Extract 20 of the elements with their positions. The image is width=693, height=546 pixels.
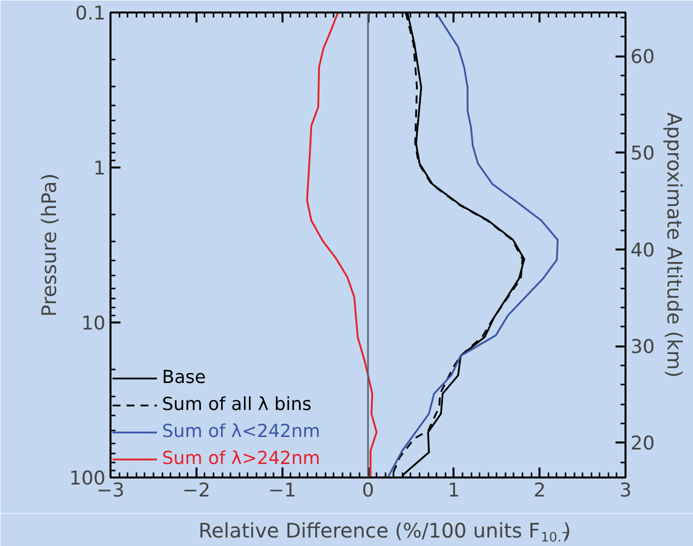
y2-tick-label: 20 (630, 432, 655, 455)
x-tick-label: −2 (182, 480, 210, 502)
y-tick-label: 1 (93, 158, 106, 180)
y2-tick-label: 40 (630, 239, 655, 262)
y2-axis-title: Approximate Altitude (km) (662, 112, 687, 378)
y-tick-label: 0.1 (75, 2, 106, 24)
legend-label: Sum of all λ bins (162, 394, 312, 415)
y2-tick-label: 50 (630, 142, 655, 165)
x-tick-label: 2 (534, 480, 546, 502)
y-axis-title: Pressure (hPa) (37, 173, 62, 317)
y2-tick-label: 60 (630, 46, 655, 68)
x-tick-label: 3 (619, 480, 632, 502)
y-tick-label: 10 (81, 312, 106, 334)
y2-tick-label: 30 (630, 336, 655, 358)
legend-label: Base (162, 367, 206, 388)
legend-label: Sum of λ>242nm (162, 448, 320, 469)
x-tick-label: −1 (268, 480, 296, 502)
x-tick-label: 0 (362, 480, 374, 502)
x-tick-label: 1 (448, 480, 460, 502)
legend-label: Sum of λ<242nm (162, 421, 320, 442)
